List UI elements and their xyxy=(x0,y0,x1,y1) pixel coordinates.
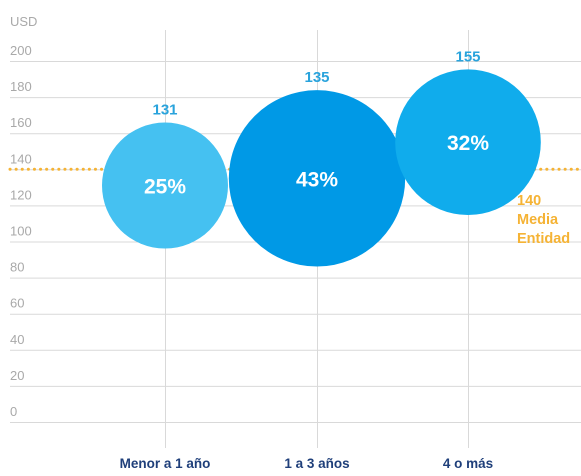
bubble-value-label: 135 xyxy=(304,69,329,86)
y-tick-label: 200 xyxy=(10,43,32,58)
y-tick-label: 40 xyxy=(10,332,24,347)
reference-label-line-2: Entidad xyxy=(517,231,570,247)
x-category-label: Menor a 1 año xyxy=(120,456,211,471)
y-tick-label: 180 xyxy=(10,79,32,94)
y-axis-ticks: 0 20 40 60 80 100 120 140 160 180 200 xyxy=(10,43,32,419)
y-axis-unit-label: USD xyxy=(10,14,37,29)
y-tick-label: 60 xyxy=(10,296,24,311)
y-tick-label: 20 xyxy=(10,368,24,383)
bubble xyxy=(228,90,406,267)
y-tick-label: 160 xyxy=(10,115,32,130)
y-tick-label: 140 xyxy=(10,151,32,166)
bubble xyxy=(102,122,228,249)
reference-value-label: 140 xyxy=(517,193,541,209)
bubble xyxy=(395,69,541,216)
y-tick-label: 120 xyxy=(10,187,32,202)
y-tick-label: 0 xyxy=(10,404,17,419)
bubbles: 25% 131 43% 135 32% 155 xyxy=(102,48,541,267)
bubble-share-label: 25% xyxy=(144,176,186,199)
reference-label: 140 Media Entidad xyxy=(517,193,570,247)
bubble-share-label: 32% xyxy=(447,132,489,155)
x-category-label: 1 a 3 años xyxy=(284,456,349,471)
bubble-value-label: 155 xyxy=(455,48,480,65)
y-tick-label: 100 xyxy=(10,224,32,239)
bubble-share-label: 43% xyxy=(296,168,338,191)
bubble-value-label: 131 xyxy=(152,102,177,119)
reference-label-line-1: Media xyxy=(517,212,559,228)
x-axis-categories: Menor a 1 año 1 a 3 años 4 o más xyxy=(120,456,494,471)
x-category-label: 4 o más xyxy=(443,456,493,471)
y-tick-label: 80 xyxy=(10,260,24,275)
